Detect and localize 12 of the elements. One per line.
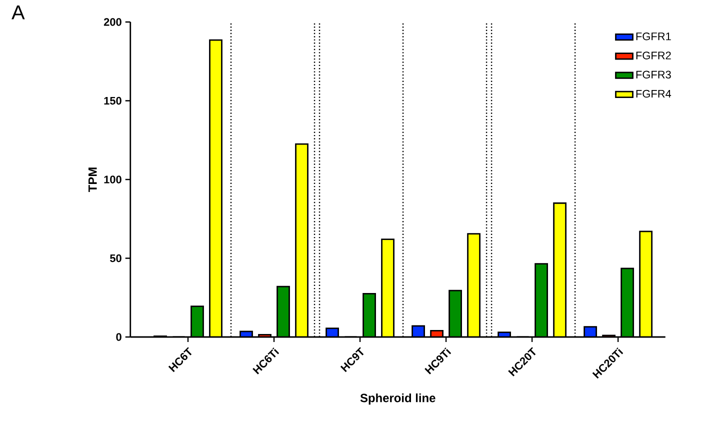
y-axis-title: TPM — [88, 168, 97, 192]
y-tick-label: 150 — [104, 96, 122, 105]
legend-label: FGFR4 — [636, 90, 672, 98]
y-tick-label: 50 — [110, 254, 122, 262]
y-tick-label: 100 — [104, 176, 122, 184]
y-tick-label: 0 — [116, 333, 122, 341]
text: A — [12, 6, 25, 20]
y-tick-label: 200 — [104, 18, 122, 26]
x-axis-title: Spheroid line — [360, 393, 436, 405]
legend-label: FGFR2 — [636, 52, 671, 60]
legend-label: FGFR3 — [636, 70, 671, 79]
legend-label: FGFR1 — [636, 32, 671, 40]
